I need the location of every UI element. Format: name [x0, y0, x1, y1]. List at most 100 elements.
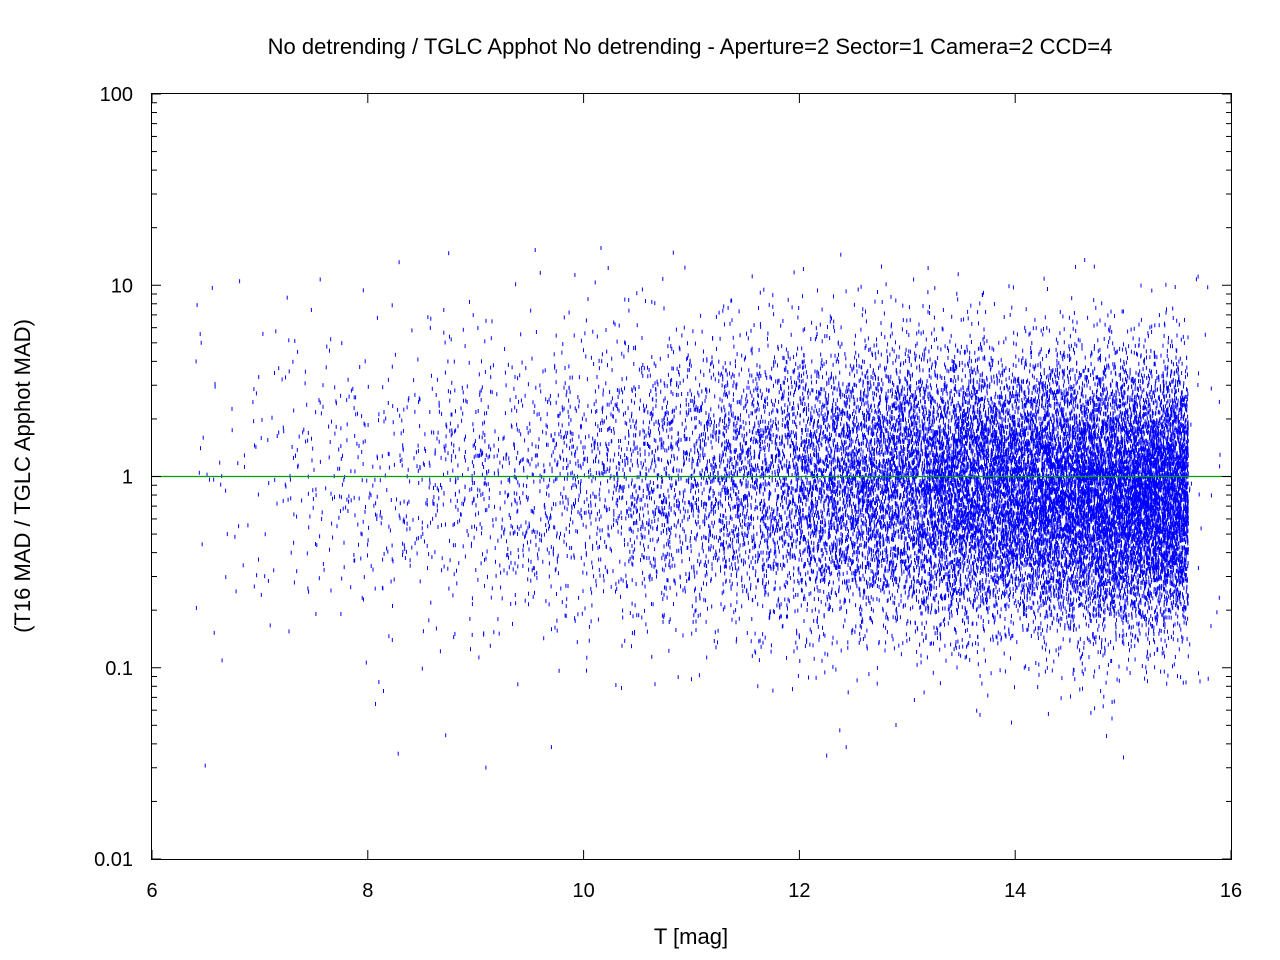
data-point: [834, 438, 835, 442]
data-point: [694, 589, 695, 593]
data-point: [518, 548, 519, 552]
data-point: [1130, 632, 1131, 636]
data-point: [749, 373, 750, 377]
data-point: [753, 389, 754, 393]
data-point: [989, 346, 990, 350]
data-point: [765, 405, 766, 409]
data-point: [774, 532, 775, 536]
data-point: [977, 557, 978, 561]
data-point: [988, 407, 989, 411]
data-point: [668, 539, 669, 543]
data-point: [915, 344, 916, 348]
data-point: [927, 527, 928, 531]
data-point: [586, 490, 587, 494]
data-point: [836, 516, 837, 520]
data-point: [1185, 375, 1186, 379]
data-point: [639, 368, 640, 372]
data-point: [520, 432, 521, 436]
data-point: [691, 486, 692, 490]
data-point: [698, 497, 699, 501]
data-point: [907, 527, 908, 531]
data-point: [1066, 597, 1067, 601]
data-point: [1000, 411, 1001, 415]
data-point: [481, 398, 482, 402]
data-point: [1048, 404, 1049, 408]
data-point: [848, 563, 849, 567]
data-point: [633, 614, 634, 618]
data-point: [1000, 416, 1001, 420]
data-point: [825, 391, 826, 395]
data-point: [689, 515, 690, 519]
data-point: [264, 574, 265, 578]
data-point: [745, 404, 746, 408]
data-point: [814, 448, 815, 452]
data-point: [778, 483, 779, 487]
data-point: [1070, 368, 1071, 372]
data-point: [509, 461, 510, 465]
data-point: [1047, 624, 1048, 628]
data-point: [1071, 296, 1072, 300]
data-point: [1177, 621, 1178, 625]
data-point: [831, 409, 832, 413]
data-point: [634, 425, 635, 429]
data-point: [814, 587, 815, 591]
data-point: [1176, 319, 1177, 323]
data-point: [846, 745, 847, 749]
data-point: [537, 413, 538, 417]
data-point: [656, 399, 657, 403]
data-point: [578, 464, 579, 468]
data-point: [1043, 591, 1044, 595]
data-point: [813, 487, 814, 491]
data-point: [786, 580, 787, 584]
data-point: [1151, 289, 1152, 293]
data-point: [829, 425, 830, 429]
data-point: [769, 412, 770, 416]
data-point: [905, 418, 906, 422]
data-point: [399, 414, 400, 418]
data-point: [526, 484, 527, 488]
data-point: [274, 478, 275, 482]
data-point: [835, 402, 836, 406]
data-point: [508, 493, 509, 497]
data-point: [928, 350, 929, 354]
data-point: [616, 587, 617, 591]
data-point: [767, 516, 768, 520]
data-point: [919, 364, 920, 368]
data-point: [388, 401, 389, 405]
data-point: [1086, 379, 1087, 383]
data-point: [846, 390, 847, 394]
data-point: [320, 401, 321, 405]
data-point: [1114, 393, 1115, 397]
data-point: [1037, 399, 1038, 403]
data-point: [805, 515, 806, 519]
data-point: [1035, 661, 1036, 665]
data-point: [1007, 412, 1008, 416]
data-point: [1014, 553, 1015, 557]
data-point: [877, 499, 878, 503]
data-point: [420, 466, 421, 470]
data-point: [919, 368, 920, 372]
data-point: [355, 395, 356, 399]
data-point: [761, 415, 762, 419]
data-point: [967, 349, 968, 353]
data-point: [998, 596, 999, 600]
data-point: [1067, 366, 1068, 370]
data-point: [804, 455, 805, 459]
data-point: [514, 491, 515, 495]
data-point: [607, 428, 608, 432]
data-point: [1075, 560, 1076, 564]
data-point: [516, 456, 517, 460]
data-point: [914, 432, 915, 436]
data-point: [856, 584, 857, 588]
data-point: [525, 394, 526, 398]
data-point: [854, 446, 855, 450]
data-point: [1051, 560, 1052, 564]
data-point: [1095, 485, 1096, 489]
data-point: [1184, 572, 1185, 576]
data-point: [1045, 670, 1046, 674]
data-point: [1093, 675, 1094, 679]
data-point: [800, 364, 801, 368]
data-point: [913, 408, 914, 412]
data-point: [1056, 618, 1057, 622]
data-point: [816, 380, 817, 384]
